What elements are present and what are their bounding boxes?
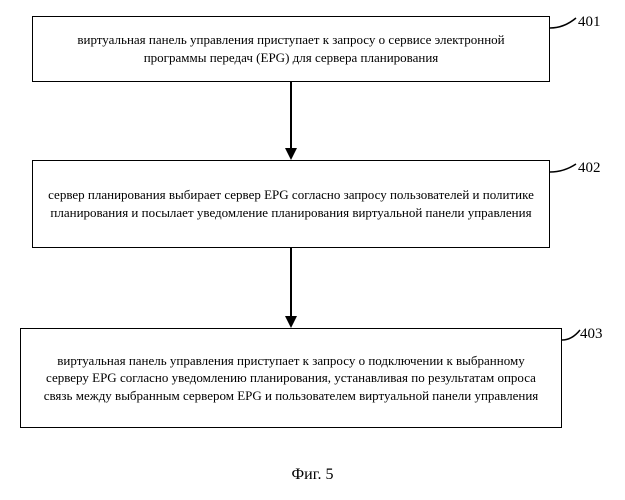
step-box-3: виртуальная панель управления приступает… <box>20 328 562 428</box>
leader-2 <box>550 160 580 180</box>
arrow-2-head <box>285 316 297 328</box>
step-box-2: сервер планирования выбирает сервер EPG … <box>32 160 550 248</box>
arrow-2-line <box>290 248 292 316</box>
step-label-2: 402 <box>578 160 601 177</box>
step-text-2: сервер планирования выбирает сервер EPG … <box>47 186 535 221</box>
flowchart-container: виртуальная панель управления приступает… <box>0 0 625 500</box>
step-label-3: 403 <box>580 326 603 343</box>
step-label-1: 401 <box>578 14 601 31</box>
arrow-1-head <box>285 148 297 160</box>
arrow-1-line <box>290 82 292 148</box>
figure-caption: Фиг. 5 <box>0 466 625 484</box>
step-box-1: виртуальная панель управления приступает… <box>32 16 550 82</box>
step-text-1: виртуальная панель управления приступает… <box>47 31 535 66</box>
step-text-3: виртуальная панель управления приступает… <box>35 352 547 405</box>
leader-1 <box>550 14 580 34</box>
